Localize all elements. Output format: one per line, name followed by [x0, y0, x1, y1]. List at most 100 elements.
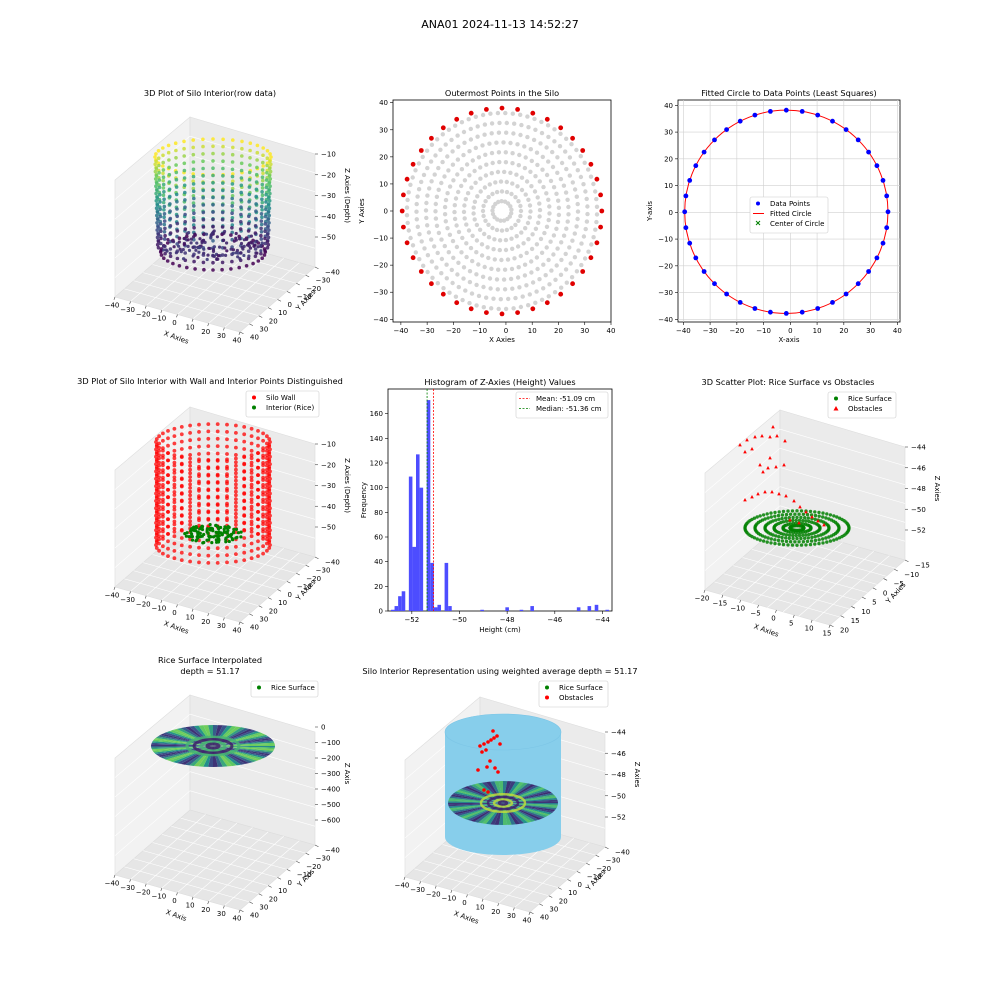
inner-point	[503, 160, 509, 165]
wall-point	[215, 561, 220, 565]
rice-point	[804, 533, 808, 537]
y-tick-label: −10	[373, 235, 388, 243]
x-tick	[703, 589, 706, 593]
data-point	[712, 137, 717, 143]
x-tick-label: 20	[491, 908, 500, 916]
inner-point	[489, 266, 494, 271]
data-point	[737, 300, 743, 305]
obstacle-point	[491, 729, 495, 733]
rice-point	[797, 540, 801, 544]
inner-point	[497, 238, 503, 243]
wall-point	[234, 482, 238, 487]
inner-point	[473, 145, 478, 151]
y-tick-label: 100	[370, 484, 383, 492]
data-point	[265, 171, 269, 175]
floor-grid	[192, 253, 269, 320]
data-point	[768, 309, 773, 315]
obstacle-point	[486, 740, 490, 744]
data-point	[248, 148, 252, 153]
inner-point	[480, 208, 486, 214]
rice-point	[813, 510, 817, 514]
wall-point	[267, 451, 272, 456]
histogram-bar	[398, 596, 402, 611]
data-point	[192, 204, 196, 208]
rice-point	[761, 513, 766, 517]
inner-point	[455, 157, 461, 162]
data-point	[267, 188, 271, 193]
data-point	[230, 230, 234, 235]
outer-point	[440, 291, 446, 297]
inner-point	[548, 178, 554, 184]
plot-area	[387, 388, 613, 612]
data-point	[191, 152, 196, 157]
wall-point	[166, 539, 170, 544]
x-tick-label: 0	[172, 897, 176, 905]
inner-point	[563, 267, 569, 272]
wall-point	[267, 481, 272, 486]
inner-point	[518, 208, 524, 214]
rice-point	[773, 538, 777, 542]
outer-point	[484, 107, 489, 112]
data-point	[239, 212, 243, 217]
inner-point	[516, 163, 521, 168]
surface-patch	[151, 746, 213, 751]
x-tick	[207, 613, 210, 617]
inner-point	[424, 215, 429, 221]
inner-point	[530, 280, 536, 285]
inner-point	[566, 212, 571, 217]
obstacle-point	[743, 450, 747, 454]
rice-point	[806, 536, 810, 540]
inner-point	[559, 160, 565, 166]
inner-point	[439, 237, 444, 242]
wall-point	[249, 456, 254, 461]
wall-point	[267, 444, 272, 449]
interior-point	[198, 535, 203, 539]
z-axis-label: Z Axis	[343, 763, 351, 785]
rice-point	[769, 541, 773, 545]
wall-point	[249, 522, 254, 527]
y-tick	[314, 266, 319, 270]
obstacle-point	[488, 759, 492, 763]
wall-point	[225, 444, 229, 449]
obstacle-point	[774, 465, 778, 469]
inner-point	[512, 121, 517, 126]
data-point	[165, 241, 170, 245]
obstacle-point	[775, 434, 779, 438]
y-tick-label: 0	[669, 209, 673, 217]
data-point	[239, 190, 243, 195]
rice-point	[791, 518, 795, 523]
data-point	[230, 196, 234, 201]
data-point	[155, 228, 159, 232]
inner-point	[534, 150, 540, 155]
wall-point	[267, 532, 272, 537]
data-point	[211, 224, 215, 229]
y-tick-label: 60	[374, 534, 383, 542]
inner-point	[486, 194, 491, 200]
legend-label: Center of Circle	[770, 220, 824, 228]
data-point	[221, 188, 225, 193]
wall-point	[242, 469, 247, 473]
wall-point	[268, 521, 272, 525]
y-tick-label: 20	[379, 153, 388, 161]
inner-point	[501, 140, 506, 145]
rice-point	[806, 516, 810, 520]
wall-point	[172, 434, 177, 438]
inner-point	[483, 152, 488, 157]
wall-point	[166, 495, 170, 500]
wall-point	[154, 513, 158, 518]
y-tick-label: −30	[373, 289, 388, 297]
inner-point	[547, 282, 552, 287]
inner-point	[528, 147, 533, 152]
data-point	[230, 204, 234, 208]
outer-point	[404, 240, 410, 246]
inner-point	[495, 217, 500, 222]
data-point	[158, 192, 162, 197]
inner-point	[481, 305, 486, 310]
surface-patch	[213, 738, 272, 746]
z-tick-label: −50	[911, 506, 926, 514]
inner-point	[485, 245, 490, 250]
data-point	[175, 214, 179, 219]
data-point	[168, 247, 173, 251]
floor-grid	[767, 542, 843, 608]
surface-ring	[199, 740, 227, 752]
